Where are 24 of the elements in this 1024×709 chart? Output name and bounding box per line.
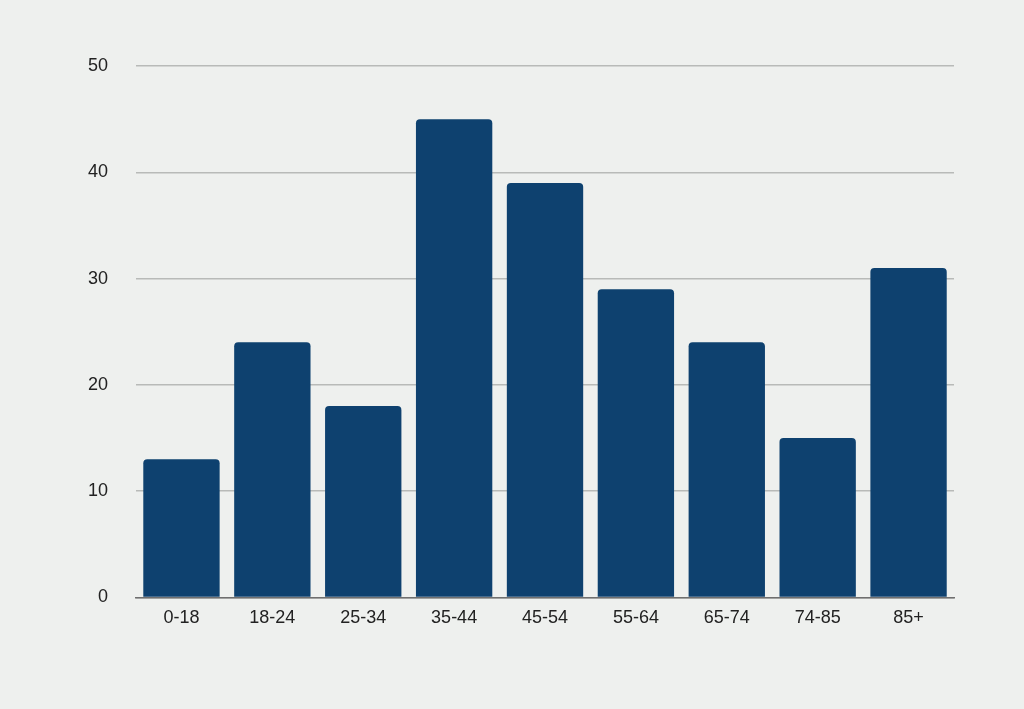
- y-tick-label: 30: [87, 267, 109, 288]
- bar: [415, 119, 493, 597]
- x-tick-label: 65-74: [703, 607, 750, 628]
- bar: [143, 459, 220, 597]
- x-tick-label: 85+: [893, 607, 924, 628]
- x-tick-label: 45-54: [521, 607, 569, 628]
- x-tick-label: 25-34: [340, 607, 387, 628]
- x-tick-label: 55-64: [612, 607, 659, 628]
- bar: [688, 342, 765, 597]
- x-tick-label: 18-24: [249, 607, 296, 628]
- y-tick-label: 10: [87, 480, 109, 501]
- bar: [325, 406, 402, 597]
- y-tick-label: 0: [98, 586, 109, 607]
- x-tick-label: 35-44: [431, 607, 478, 628]
- bar: [597, 289, 675, 597]
- x-tick-label: 74-85: [794, 607, 841, 628]
- bar: [779, 437, 856, 597]
- y-tick-label: 40: [87, 161, 109, 182]
- y-tick-label: 50: [87, 54, 109, 75]
- bar: [234, 342, 311, 597]
- bar: [506, 182, 584, 597]
- x-tick-label: 0-18: [163, 607, 200, 628]
- y-tick-label: 20: [87, 373, 109, 394]
- bar: [870, 267, 947, 597]
